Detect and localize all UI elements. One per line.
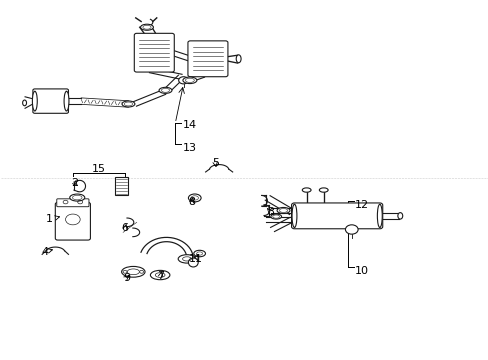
- Text: 13: 13: [182, 143, 196, 153]
- Ellipse shape: [122, 266, 145, 277]
- Ellipse shape: [32, 91, 37, 111]
- Circle shape: [140, 270, 143, 273]
- Ellipse shape: [178, 255, 195, 263]
- Text: 8: 8: [188, 197, 195, 207]
- FancyBboxPatch shape: [134, 33, 174, 72]
- Text: 5: 5: [211, 158, 218, 168]
- Ellipse shape: [188, 258, 198, 267]
- Text: 2: 2: [71, 178, 78, 188]
- Text: 10: 10: [354, 266, 368, 276]
- Ellipse shape: [277, 207, 289, 213]
- Ellipse shape: [70, 194, 84, 201]
- Ellipse shape: [319, 188, 327, 192]
- Circle shape: [123, 270, 127, 273]
- Bar: [115, 177, 128, 195]
- FancyBboxPatch shape: [33, 89, 68, 113]
- Ellipse shape: [270, 214, 281, 219]
- Ellipse shape: [397, 213, 402, 219]
- Text: 3: 3: [266, 207, 273, 217]
- Circle shape: [345, 225, 357, 234]
- Ellipse shape: [193, 250, 205, 257]
- Text: 4: 4: [41, 247, 52, 257]
- FancyBboxPatch shape: [55, 202, 90, 240]
- Ellipse shape: [236, 55, 241, 63]
- Ellipse shape: [64, 91, 69, 111]
- Text: 6: 6: [122, 223, 128, 233]
- Text: 7: 7: [157, 271, 164, 281]
- Text: 14: 14: [182, 120, 196, 130]
- Ellipse shape: [22, 100, 26, 106]
- Ellipse shape: [188, 194, 201, 202]
- Ellipse shape: [302, 188, 310, 192]
- FancyBboxPatch shape: [291, 203, 382, 229]
- Text: 1: 1: [46, 215, 60, 224]
- Text: 11: 11: [188, 254, 203, 264]
- FancyBboxPatch shape: [187, 41, 227, 77]
- FancyBboxPatch shape: [57, 199, 89, 207]
- Ellipse shape: [122, 101, 135, 107]
- Ellipse shape: [150, 270, 169, 280]
- Ellipse shape: [291, 204, 296, 228]
- Circle shape: [178, 77, 188, 84]
- Ellipse shape: [140, 24, 153, 30]
- Ellipse shape: [377, 204, 382, 228]
- Ellipse shape: [159, 87, 172, 93]
- Text: 12: 12: [354, 200, 368, 210]
- Text: 9: 9: [122, 273, 130, 283]
- Text: 15: 15: [92, 163, 106, 174]
- Ellipse shape: [183, 77, 197, 84]
